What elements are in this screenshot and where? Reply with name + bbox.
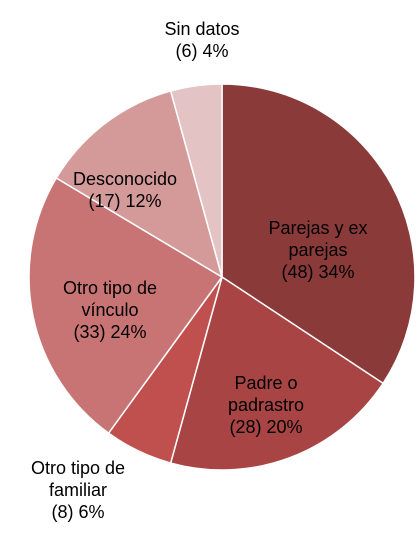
category-label: Sin datos <box>164 19 240 39</box>
category-label: Otro tipo de vínculo <box>62 278 158 320</box>
slice-label: Otro tipo de vínculo (33) 24% <box>35 277 185 343</box>
pie-slice <box>169 275 385 471</box>
slice-label: Sin datos (6) 4% <box>122 18 282 62</box>
pie-slice <box>55 90 224 279</box>
value-label: (8) 6% <box>51 502 105 522</box>
value-label: (17) 12% <box>88 191 162 211</box>
pie-slice <box>28 176 224 435</box>
value-label: (6) 4% <box>175 41 229 61</box>
value-label: (33) 24% <box>73 322 147 342</box>
pie-slice <box>169 83 223 278</box>
value-label: (28) 20% <box>229 417 303 437</box>
category-label: Padre o padrastro <box>227 373 305 415</box>
category-label: Parejas y ex parejas <box>268 218 368 260</box>
slice-label: Parejas y ex parejas (48) 34% <box>243 217 393 283</box>
category-label: Desconocido <box>72 169 178 189</box>
slice-label: Padre o padrastro (28) 20% <box>206 372 326 438</box>
slice-label: Desconocido (17) 12% <box>45 168 205 212</box>
category-label: Otro tipo de familiar <box>30 458 126 500</box>
slice-label: Otro tipo de familiar (8) 6% <box>8 457 148 523</box>
value-label: (48) 34% <box>281 262 355 282</box>
